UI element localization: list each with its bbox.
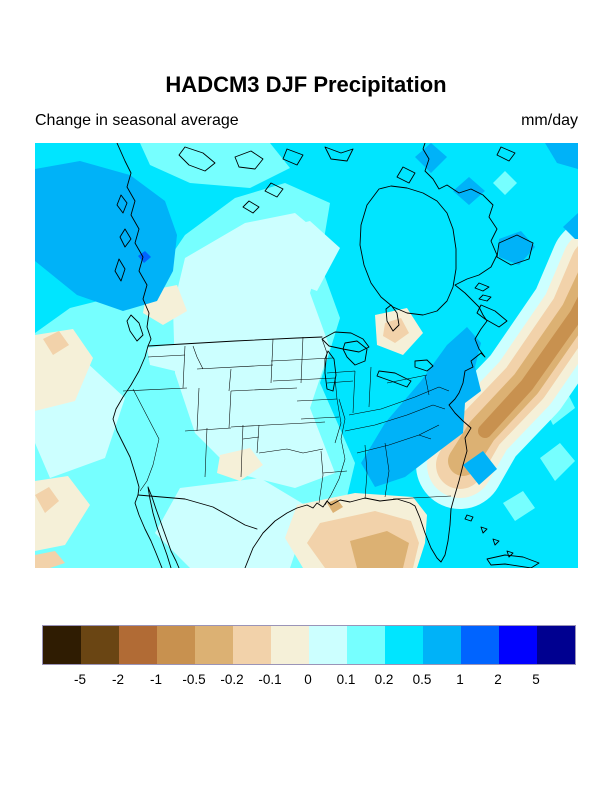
colorbar-cell — [423, 626, 461, 664]
colorbar-tick-label: 1 — [456, 672, 464, 687]
colorbar-tick-label: 0.5 — [412, 672, 432, 687]
arctic-islands — [178, 146, 516, 214]
colorbar-cell — [309, 626, 347, 664]
colorbar-tick-label: 0.1 — [336, 672, 356, 687]
units-label: mm/day — [521, 112, 578, 129]
colorbar-cell — [537, 626, 575, 664]
us-mexico-border — [137, 494, 258, 530]
us-canada-border — [147, 336, 323, 347]
colorbar-tick-label: -0.5 — [182, 672, 206, 687]
colorbar-tick-label: -0.2 — [220, 672, 244, 687]
fill-pale — [155, 478, 310, 568]
pacific-coast — [112, 143, 163, 568]
colorbar-cell — [233, 626, 271, 664]
fill-pale — [147, 343, 197, 371]
fill-cream — [217, 448, 263, 481]
colorbar-cell — [81, 626, 119, 664]
colorbar-tick-label: -0.1 — [258, 672, 282, 687]
colorbar-cell — [271, 626, 309, 664]
fill-midtan — [350, 531, 409, 568]
fill-sky — [563, 213, 578, 239]
fill-sky — [453, 177, 485, 205]
colorbar-cell — [385, 626, 423, 664]
hudson-bay — [359, 185, 457, 316]
colorbar-tick-label: 0 — [304, 672, 312, 687]
cuba-bahamas — [464, 514, 540, 568]
atlantic-dry-band — [416, 217, 578, 509]
state-borders — [122, 336, 452, 506]
fill-light — [140, 143, 290, 188]
colorbar — [42, 625, 576, 665]
fill-sky-pacific-nw — [35, 161, 177, 311]
contour-fills — [35, 143, 578, 568]
precipitation-map — [35, 143, 578, 568]
figure-title: HADCM3 DJF Precipitation — [165, 72, 447, 97]
james-bay — [385, 304, 400, 332]
colorbar-tick-label: 2 — [494, 672, 502, 687]
newfoundland — [496, 234, 534, 266]
colorbar-cell — [347, 626, 385, 664]
fill-light — [540, 443, 575, 481]
fill-tan — [383, 318, 409, 343]
fill-sky — [415, 143, 447, 173]
fill-sky — [545, 143, 578, 169]
fill-sky-florida-atlantic — [463, 451, 497, 485]
colorbar-cell — [461, 626, 499, 664]
fill-tan — [35, 551, 65, 568]
fill-pale — [260, 221, 340, 291]
colorbar-tick-label: -5 — [73, 672, 87, 687]
colorbar-cell — [119, 626, 157, 664]
nova-scotia — [474, 282, 508, 328]
fill-tan — [35, 487, 59, 513]
colorbar-cell — [499, 626, 537, 664]
coastlines — [112, 143, 540, 568]
fill-light — [503, 491, 535, 521]
colorbar-cell — [195, 626, 233, 664]
fill-sky-appalachia — [361, 327, 481, 487]
subtitle-row: Change in seasonal average mm/day — [35, 112, 578, 130]
pacific-islands — [114, 194, 144, 342]
subtitle-left: Change in seasonal average — [35, 112, 239, 129]
colorbar-cell — [43, 626, 81, 664]
colorbar-cell — [157, 626, 195, 664]
colorbar-tick-label: 5 — [532, 672, 540, 687]
fill-tan — [43, 331, 69, 355]
colorbar-ticks: -5 -2 -1 -0.5 -0.2 -0.1 0 0.1 0.2 0.5 1 2 5 — [42, 672, 574, 690]
fill-light — [493, 171, 517, 195]
atlantic-gulf-coast — [244, 143, 498, 568]
fill-cream — [35, 329, 93, 411]
colorbar-tick-label: 0.2 — [374, 672, 394, 687]
colorbar-cells — [43, 626, 575, 664]
colorbar-tick-label: -2 — [111, 672, 125, 687]
fill-midtan — [327, 499, 343, 513]
gulf-of-california — [147, 486, 180, 568]
colorbar-tick-label: -1 — [149, 672, 163, 687]
great-lakes — [321, 331, 434, 392]
